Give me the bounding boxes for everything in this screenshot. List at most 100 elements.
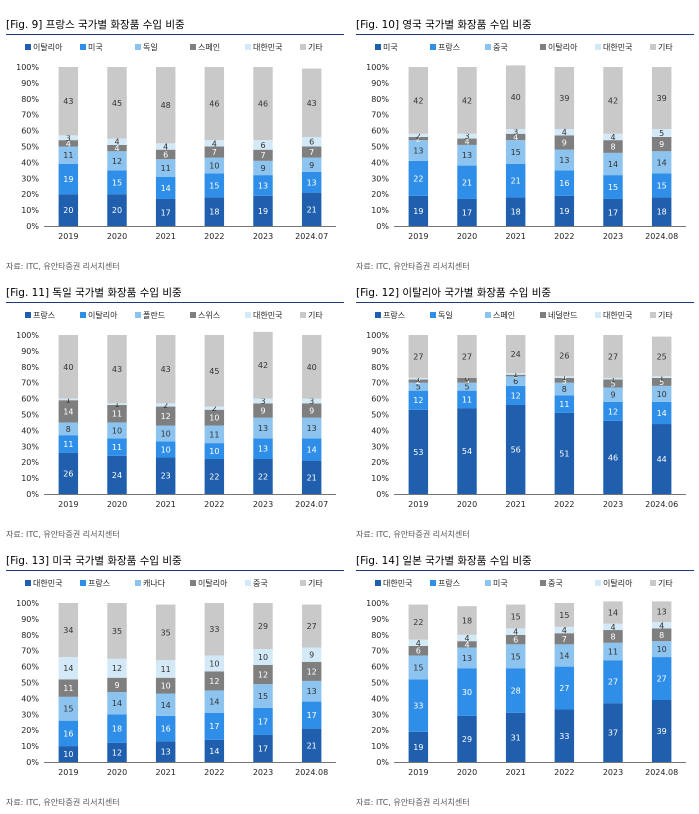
bar-segment bbox=[651, 641, 672, 658]
data-label: 8 bbox=[562, 385, 567, 394]
data-label: 1 bbox=[562, 373, 567, 382]
data-label: 11 bbox=[462, 395, 472, 404]
y-tick-label: 10% bbox=[21, 474, 39, 483]
data-label: 10 bbox=[209, 162, 219, 171]
bar-segment bbox=[408, 409, 429, 494]
data-label: 3 bbox=[464, 132, 469, 141]
x-tick-label: 2024.07 bbox=[295, 232, 328, 241]
bar-segment bbox=[603, 133, 623, 141]
bar-segment bbox=[253, 438, 273, 460]
data-label: 17 bbox=[307, 711, 317, 720]
data-label: 54 bbox=[462, 447, 472, 456]
bar-segment bbox=[155, 715, 176, 742]
bar-segment bbox=[253, 140, 273, 150]
data-label: 1 bbox=[610, 375, 615, 384]
data-label: 15 bbox=[258, 692, 268, 701]
legend-swatch bbox=[650, 580, 656, 586]
legend-swatch bbox=[245, 44, 251, 50]
data-label: 10 bbox=[112, 426, 122, 435]
data-label: 19 bbox=[559, 207, 569, 216]
bar-segment bbox=[301, 460, 322, 494]
legend-label: 프랑스 bbox=[88, 578, 110, 588]
y-tick-label: 50% bbox=[371, 411, 389, 420]
data-label: 1 bbox=[513, 372, 518, 381]
bar-segment bbox=[505, 335, 526, 374]
data-label: 43 bbox=[63, 97, 73, 106]
bar-segment bbox=[58, 163, 79, 195]
bar-segment bbox=[204, 425, 225, 444]
legend-swatch bbox=[25, 44, 31, 50]
bar-segment bbox=[408, 335, 429, 378]
x-tick-label: 2023 bbox=[253, 232, 273, 241]
bar-segment bbox=[408, 731, 429, 762]
bar-segment bbox=[155, 176, 176, 199]
bar-segment bbox=[554, 135, 575, 150]
data-label: 40 bbox=[511, 93, 521, 102]
bar-segment bbox=[554, 603, 575, 627]
x-tick-label: 2019 bbox=[408, 232, 428, 241]
bar-segment bbox=[301, 680, 322, 702]
data-label: 11 bbox=[112, 443, 122, 452]
bar-segment bbox=[204, 671, 225, 691]
bar-segment bbox=[603, 335, 623, 378]
y-tick-label: 0% bbox=[26, 222, 39, 231]
data-label: 4 bbox=[610, 623, 615, 632]
source-note: 자료: ITC, 유안타증권 리서치센터 bbox=[6, 262, 120, 271]
data-label: 12 bbox=[307, 667, 317, 676]
chart-panel-germany: [Fig. 11] 독일 국가별 화장품 수입 비중 프랑스 이탈리아 폴란드 스위스… bbox=[6, 284, 344, 546]
y-tick-label: 100% bbox=[16, 331, 39, 340]
bar-segment bbox=[651, 657, 672, 700]
y-tick-label: 50% bbox=[21, 411, 39, 420]
data-label: 1 bbox=[66, 395, 71, 404]
bar-segment bbox=[554, 644, 575, 667]
legend-label: 중국 bbox=[493, 43, 508, 52]
data-label: 1 bbox=[416, 375, 421, 384]
bar-segment bbox=[301, 192, 322, 226]
data-label: 14 bbox=[63, 664, 73, 673]
data-label: 18 bbox=[209, 208, 219, 217]
legend-label: 기타 bbox=[308, 43, 323, 52]
bar-segment bbox=[107, 603, 127, 659]
y-tick-label: 50% bbox=[371, 679, 389, 688]
bar-segment bbox=[155, 335, 176, 404]
data-label: 3 bbox=[562, 376, 567, 385]
bar-segment bbox=[107, 170, 127, 195]
title-rule bbox=[356, 570, 694, 571]
bar-segment bbox=[554, 666, 575, 710]
data-label: 27 bbox=[657, 675, 667, 684]
data-label: 42 bbox=[462, 96, 472, 105]
data-label: 14 bbox=[209, 698, 219, 707]
bar-segment bbox=[408, 639, 429, 646]
y-tick-label: 10% bbox=[371, 206, 389, 215]
stacked-bar-chart: 대한민국 프랑스 캐나다 이탈리아 중국 기타 0% 10% 20% 30% 40% 50% 60% 70… bbox=[16, 578, 336, 777]
data-label: 19 bbox=[413, 207, 423, 216]
chart-panel-japan: [Fig. 14] 일본 국가별 화장품 수입 비중 대한민국 프랑스 미국 중국 이탈… bbox=[356, 552, 694, 814]
legend-swatch bbox=[650, 312, 656, 318]
legend-swatch bbox=[540, 312, 546, 318]
bar-segment bbox=[58, 140, 79, 147]
bar-segment bbox=[603, 198, 623, 226]
x-tick-label: 2021 bbox=[505, 768, 525, 777]
legend-label: 미국 bbox=[383, 43, 398, 52]
bar-segment bbox=[301, 398, 322, 404]
legend-label: 중국 bbox=[253, 579, 268, 588]
bar-segment bbox=[204, 157, 225, 174]
data-label: 11 bbox=[63, 151, 73, 160]
bar-segment bbox=[603, 140, 623, 153]
bar-segment bbox=[505, 163, 526, 198]
y-tick-label: 70% bbox=[21, 647, 39, 656]
data-label: 10 bbox=[657, 390, 667, 399]
data-label: 13 bbox=[307, 687, 317, 696]
bar-segment bbox=[107, 403, 127, 405]
legend-swatch bbox=[245, 580, 251, 586]
bar-segment bbox=[301, 136, 322, 147]
bar-segment bbox=[155, 403, 176, 407]
data-label: 2 bbox=[416, 131, 421, 140]
bar-segment bbox=[204, 335, 225, 407]
data-label: 40 bbox=[307, 363, 317, 372]
data-label: 15 bbox=[209, 181, 219, 190]
bar-segment bbox=[58, 335, 79, 399]
y-tick-label: 40% bbox=[21, 426, 39, 435]
legend-label: 중국 bbox=[548, 579, 563, 588]
data-label: 44 bbox=[657, 455, 667, 464]
